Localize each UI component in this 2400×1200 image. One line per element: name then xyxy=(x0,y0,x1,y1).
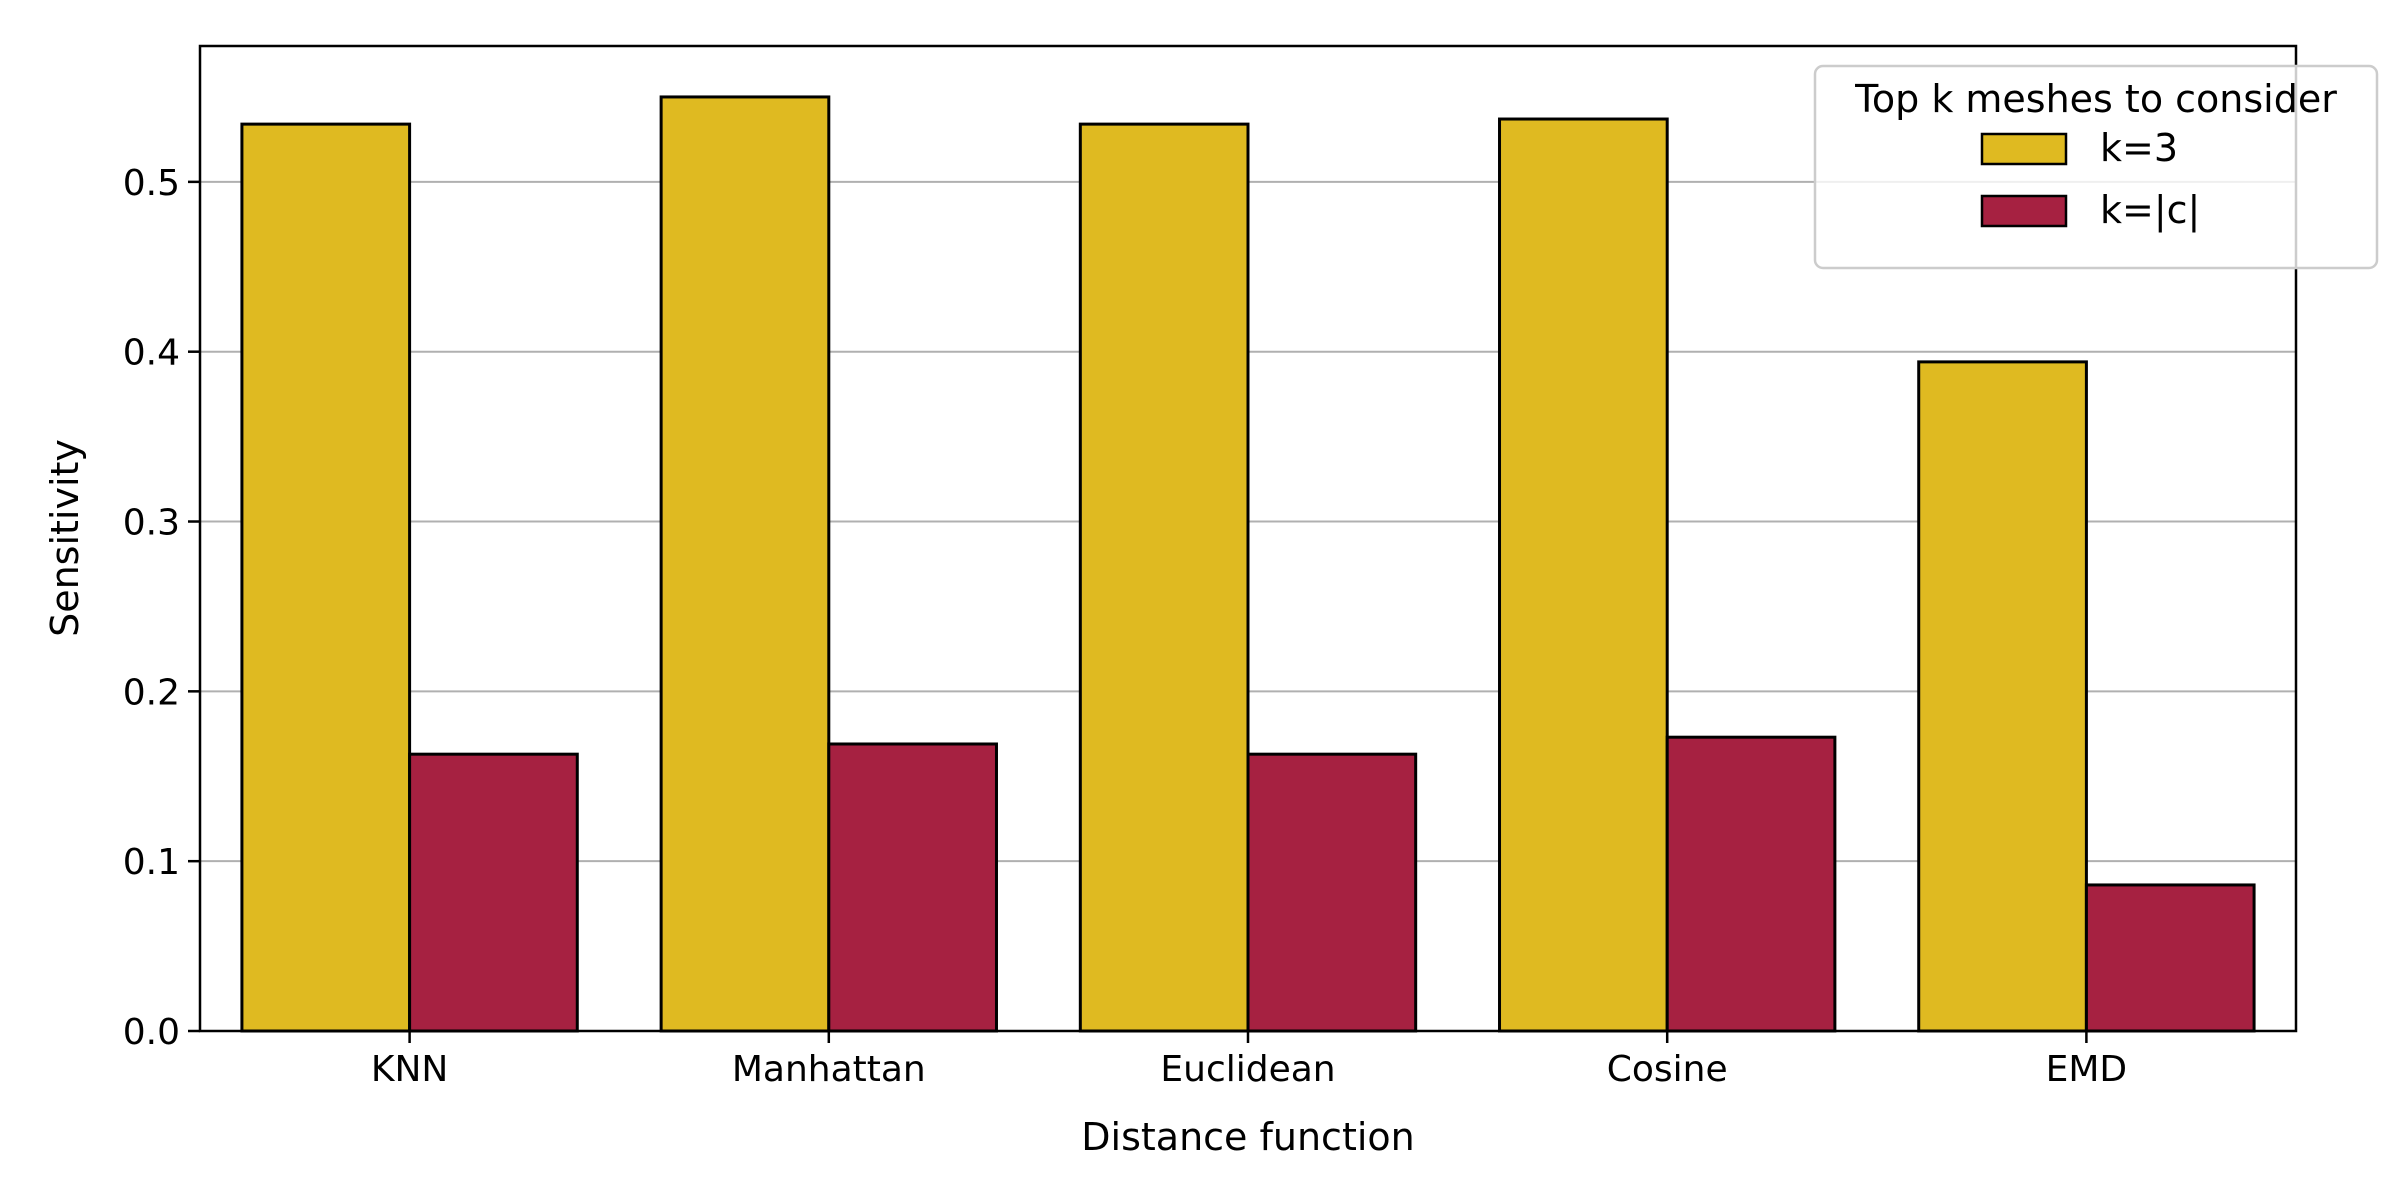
y-tick-label: 0.5 xyxy=(123,163,180,204)
bars xyxy=(240,95,2256,1033)
y-tick-label: 0.1 xyxy=(123,842,180,883)
legend: Top k meshes to consider k=3 k=|c| xyxy=(1813,64,2379,270)
y-tick-label: 0.3 xyxy=(123,503,180,544)
legend-label: k=|c| xyxy=(2100,188,2200,233)
x-axis-label: Distance function xyxy=(1081,1115,1414,1159)
y-axis: 0.0 0.1 0.2 0.3 0.4 0.5 xyxy=(123,163,200,1053)
legend-label: k=3 xyxy=(2100,126,2178,170)
bar-euclidean-series-1 xyxy=(1078,122,1250,1033)
x-tick-label: Cosine xyxy=(1607,1049,1728,1090)
legend-swatch xyxy=(1980,194,2068,228)
legend-swatch xyxy=(1980,132,2068,166)
bar-manhattan-series-2 xyxy=(827,742,998,1033)
y-axis-label: Sensitivity xyxy=(43,439,87,637)
x-tick-label: Euclidean xyxy=(1160,1049,1335,1090)
y-tick-label: 0.2 xyxy=(123,672,180,713)
bar-cosine-series-1 xyxy=(1498,117,1669,1033)
bar-emd-series-2 xyxy=(2084,883,2256,1033)
legend-title: Top k meshes to consider xyxy=(1854,77,2337,121)
bar-euclidean-series-2 xyxy=(1246,752,1418,1033)
x-axis: KNN Manhattan Euclidean Cosine EMD xyxy=(371,1031,2127,1090)
bar-manhattan-series-1 xyxy=(659,95,831,1033)
bar-knn-series-1 xyxy=(240,122,412,1033)
bar-knn-series-2 xyxy=(408,752,579,1033)
x-tick-label: KNN xyxy=(371,1049,448,1090)
x-tick-label: EMD xyxy=(2046,1049,2128,1090)
x-tick-label: Manhattan xyxy=(732,1049,926,1090)
bar-emd-series-1 xyxy=(1917,360,2088,1033)
y-tick-label: 0.4 xyxy=(123,333,180,374)
y-tick-label: 0.0 xyxy=(123,1012,180,1053)
legend-items: k=3 k=|c| xyxy=(1980,126,2200,233)
legend-box xyxy=(1813,64,2379,270)
bar-cosine-series-2 xyxy=(1665,735,1837,1033)
